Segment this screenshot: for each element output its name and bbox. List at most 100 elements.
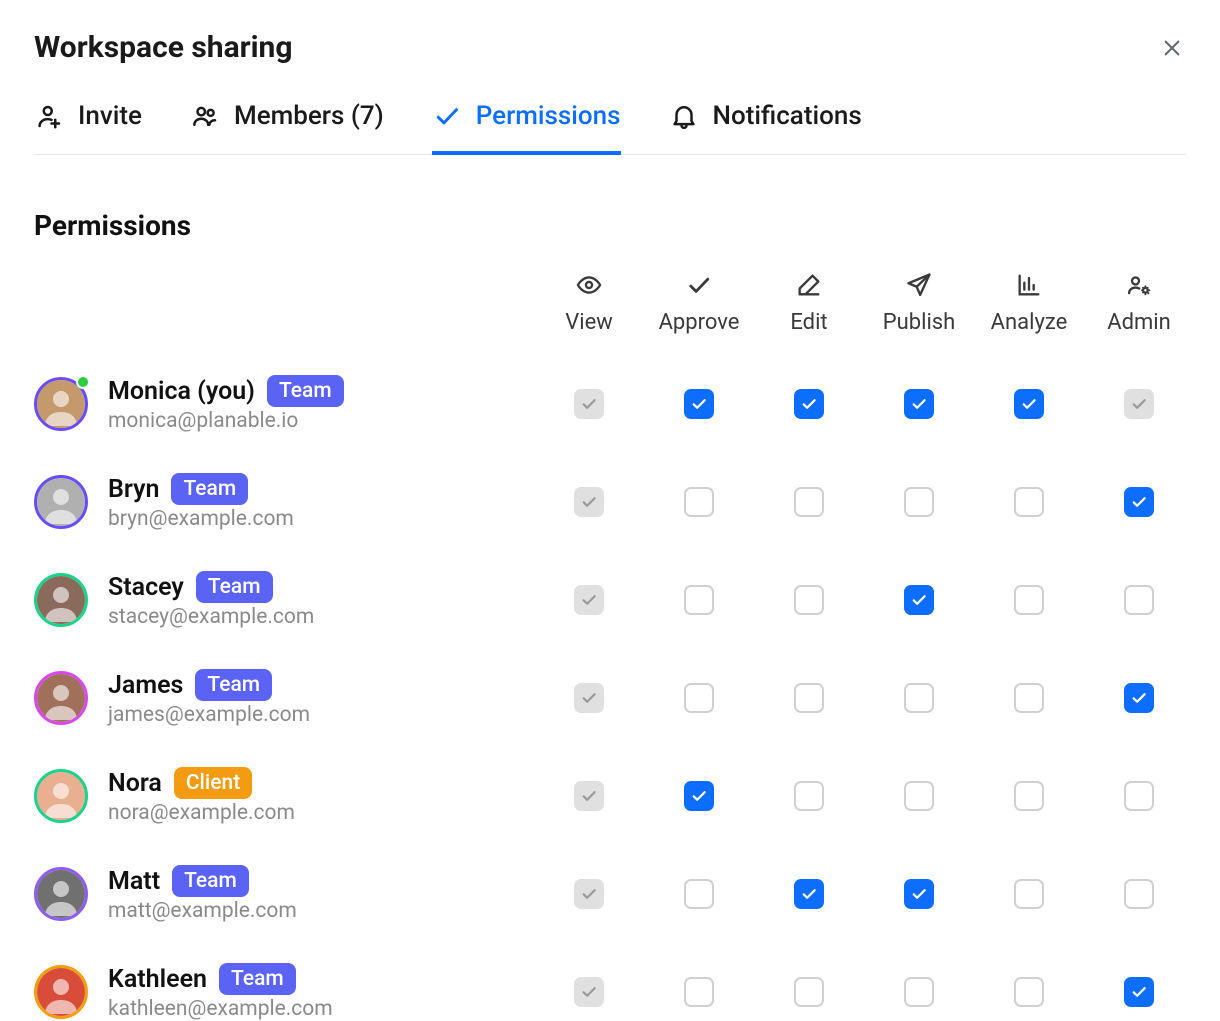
role-badge: Team: [196, 571, 273, 603]
workspace-sharing-modal: Workspace sharing Invite Members (7): [0, 0, 1220, 1021]
perm-checkbox-admin[interactable]: [1124, 585, 1154, 615]
member-name: Nora: [108, 769, 162, 798]
perm-cell-view: [534, 389, 644, 419]
perm-checkbox-view: [574, 585, 604, 615]
role-badge: Team: [171, 473, 248, 505]
perm-checkbox-analyze[interactable]: [1014, 585, 1044, 615]
perm-cell-admin: [1084, 977, 1194, 1007]
avatar[interactable]: [34, 965, 88, 1019]
perm-checkbox-view: [574, 683, 604, 713]
perm-checkbox-edit[interactable]: [794, 683, 824, 713]
perm-checkbox-approve[interactable]: [684, 389, 714, 419]
check-icon: [685, 270, 713, 300]
perm-checkbox-edit[interactable]: [794, 389, 824, 419]
column-header-edit: Edit: [754, 270, 864, 335]
perm-checkbox-analyze[interactable]: [1014, 487, 1044, 517]
invite-icon: [34, 101, 64, 131]
perm-checkbox-approve[interactable]: [684, 683, 714, 713]
role-badge: Team: [267, 375, 344, 407]
perm-checkbox-view: [574, 487, 604, 517]
perm-checkbox-approve[interactable]: [684, 977, 714, 1007]
perm-cell-approve: [644, 487, 754, 517]
perm-checkbox-approve[interactable]: [684, 585, 714, 615]
column-header-admin: Admin: [1084, 270, 1194, 335]
perm-checkbox-analyze[interactable]: [1014, 389, 1044, 419]
perm-cell-publish: [864, 683, 974, 713]
perm-cell-publish: [864, 879, 974, 909]
perm-checkbox-approve[interactable]: [684, 879, 714, 909]
perm-checkbox-publish[interactable]: [904, 879, 934, 909]
perm-checkbox-analyze[interactable]: [1014, 683, 1044, 713]
perm-checkbox-admin[interactable]: [1124, 977, 1154, 1007]
presence-indicator: [76, 375, 90, 389]
perm-checkbox-admin[interactable]: [1124, 487, 1154, 517]
avatar[interactable]: [34, 573, 88, 627]
member-name: Matt: [108, 867, 160, 896]
column-label: Analyze: [991, 310, 1068, 335]
perm-checkbox-edit[interactable]: [794, 879, 824, 909]
pencil-icon: [795, 270, 823, 300]
modal-title: Workspace sharing: [34, 30, 293, 65]
member-name: Kathleen: [108, 965, 207, 994]
perm-checkbox-edit[interactable]: [794, 781, 824, 811]
perm-cell-approve: [644, 585, 754, 615]
avatar[interactable]: [34, 867, 88, 921]
column-label: Publish: [883, 310, 956, 335]
perm-cell-view: [534, 487, 644, 517]
tab-members[interactable]: Members (7): [190, 101, 384, 155]
perm-checkbox-approve[interactable]: [684, 781, 714, 811]
member-info: James Team james@example.com: [108, 669, 310, 727]
avatar[interactable]: [34, 769, 88, 823]
perm-cell-admin: [1084, 389, 1194, 419]
perm-checkbox-admin[interactable]: [1124, 683, 1154, 713]
perm-checkbox-admin[interactable]: [1124, 879, 1154, 909]
perm-checkbox-publish[interactable]: [904, 781, 934, 811]
chart-icon: [1015, 270, 1043, 300]
column-header-publish: Publish: [864, 270, 974, 335]
check-icon: [432, 101, 462, 131]
perm-checkbox-analyze[interactable]: [1014, 781, 1044, 811]
perm-checkbox-publish[interactable]: [904, 389, 934, 419]
member-row: Matt Team matt@example.com: [34, 865, 534, 923]
member-row: Bryn Team bryn@example.com: [34, 473, 534, 531]
tab-notifications[interactable]: Notifications: [669, 101, 862, 155]
perm-checkbox-publish[interactable]: [904, 977, 934, 1007]
perm-cell-approve: [644, 389, 754, 419]
perm-checkbox-approve[interactable]: [684, 487, 714, 517]
perm-checkbox-edit[interactable]: [794, 585, 824, 615]
perm-cell-edit: [754, 487, 864, 517]
perm-cell-edit: [754, 879, 864, 909]
member-email: nora@example.com: [108, 801, 295, 825]
column-label: Admin: [1107, 310, 1171, 335]
tab-permissions[interactable]: Permissions: [432, 101, 621, 155]
perm-checkbox-admin: [1124, 389, 1154, 419]
member-name: James: [108, 671, 183, 700]
perm-checkbox-admin[interactable]: [1124, 781, 1154, 811]
permissions-grid: View Approve Edit Publish Analyze: [34, 270, 1186, 1021]
tab-label: Permissions: [476, 101, 621, 131]
column-label: Edit: [790, 310, 827, 335]
tab-invite[interactable]: Invite: [34, 101, 142, 155]
avatar[interactable]: [34, 671, 88, 725]
eye-icon: [575, 270, 603, 300]
perm-cell-admin: [1084, 487, 1194, 517]
perm-checkbox-publish[interactable]: [904, 683, 934, 713]
member-email: kathleen@example.com: [108, 997, 333, 1021]
member-info: Matt Team matt@example.com: [108, 865, 297, 923]
avatar[interactable]: [34, 475, 88, 529]
perm-cell-admin: [1084, 585, 1194, 615]
close-button[interactable]: [1158, 34, 1186, 62]
perm-checkbox-view: [574, 977, 604, 1007]
perm-checkbox-edit[interactable]: [794, 487, 824, 517]
avatar[interactable]: [34, 377, 88, 431]
perm-checkbox-analyze[interactable]: [1014, 879, 1044, 909]
perm-cell-edit: [754, 585, 864, 615]
member-info: Nora Client nora@example.com: [108, 767, 295, 825]
perm-checkbox-publish[interactable]: [904, 585, 934, 615]
perm-checkbox-publish[interactable]: [904, 487, 934, 517]
perm-checkbox-analyze[interactable]: [1014, 977, 1044, 1007]
perm-cell-analyze: [974, 781, 1084, 811]
perm-checkbox-edit[interactable]: [794, 977, 824, 1007]
member-info: Kathleen Team kathleen@example.com: [108, 963, 333, 1021]
tab-label: Invite: [78, 101, 142, 131]
